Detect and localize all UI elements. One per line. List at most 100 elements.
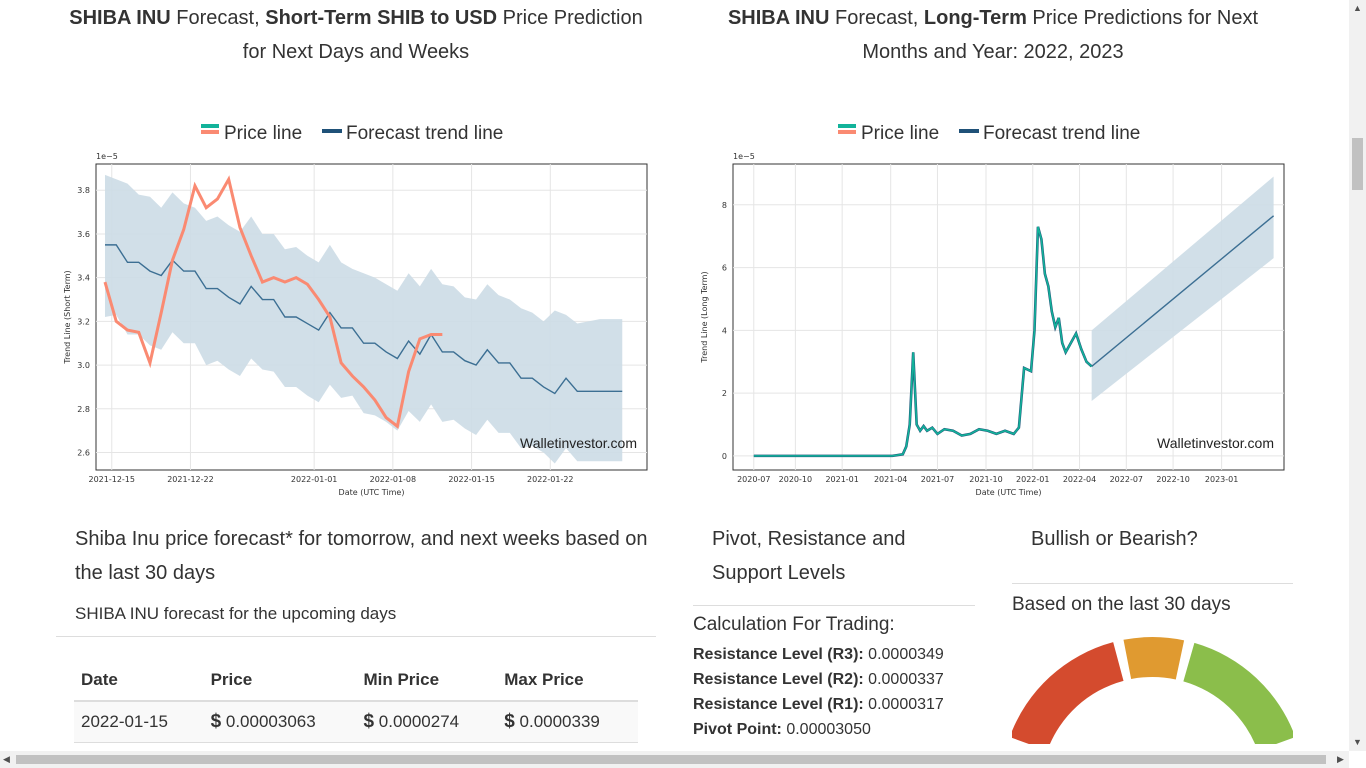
col-max-header: Max Price [497,660,638,702]
bullish-subtitle: Based on the last 30 days [1012,594,1231,615]
x-axis-label: Date (UTC Time) [976,488,1042,497]
divider [693,605,975,606]
short-heading-bold1: SHIBA INU [69,7,171,29]
level-r2: Resistance Level (R2): 0.0000337 [693,667,975,692]
short-heading-text1: Forecast, [170,7,266,29]
row-max: $ 0.0000339 [497,701,638,743]
y-tick-label: 4 [722,326,727,335]
y-axis-label: Trend Line (Long Term) [700,271,709,363]
short-forecast-subtitle: SHIBA INU forecast for the upcoming days [56,590,656,637]
short-term-chart-svg: Price line Forecast trend line 2.6 2.8 3.0 3.… [63,123,648,497]
x-tick-label: 2021-10 [969,475,1002,484]
level-r3-label: Resistance Level (R3): [693,646,864,663]
pivot-point: Pivot Point: 0.00003050 [693,717,975,742]
level-r1-value: 0.0000317 [863,696,944,713]
pivot-section: Pivot, Resistance and Support Levels Cal… [693,522,975,742]
scale-label: 1e−5 [733,152,755,161]
sentiment-gauge [1012,637,1293,744]
table-header-row: Date Price Min Price Max Price [74,660,638,702]
y-tick-label: 8 [722,201,727,210]
short-heading-text2: Price Prediction for Next Days and Weeks [242,7,643,63]
dollar-sign: $ [210,711,222,732]
col-min-header: Min Price [356,660,498,702]
level-r3-value: 0.0000349 [863,646,944,663]
x-tick-label: 2022-04 [1063,475,1096,484]
calc-label: Calculation For Trading: [693,614,895,635]
y-tick-label: 2.6 [77,449,90,458]
legend-swatch-price-top [838,124,856,128]
row-price: $ 0.00003063 [203,701,357,743]
scale-label: 1e−5 [96,152,118,161]
price-line [103,175,443,429]
gauge-bullish-segment [1183,642,1293,744]
level-r3: Resistance Level (R3): 0.0000349 [693,642,975,667]
x-tick-label: 2020-07 [737,475,770,484]
row-min-value: 0.0000274 [378,712,460,731]
legend-trend-label: Forecast trend line [983,123,1140,144]
y-tick-label: 0 [722,452,727,461]
x-tick-label: 2022-01-08 [370,475,417,484]
level-r1: Resistance Level (R1): 0.0000317 [693,692,975,717]
legend-swatch-trend [322,129,342,133]
long-heading-text2: Price Predictions for Next Months and Ye… [862,7,1259,63]
legend-swatch-trend [959,129,979,133]
gauge-bearish-segment [1012,642,1124,744]
pivot-point-label: Pivot Point: [693,721,782,738]
bullish-bearish-section: Bullish or Bearish? Based on the last 30… [1012,522,1293,744]
long-term-chart: Price line Forecast trend line 0 2 4 6 8 2020-0… [693,110,1293,502]
y-axis-label: Trend Line (Short Term) [63,270,72,364]
vertical-scrollbar[interactable]: ▲ ▼ [1349,0,1366,751]
legend-swatch-price-top [201,124,219,128]
y-tick-label: 3.8 [77,186,90,195]
row-date: 2022-01-15 [74,701,204,743]
legend-swatch-price [201,130,219,134]
level-r2-value: 0.0000337 [863,671,944,688]
x-tick-label: 2020-10 [779,475,812,484]
col-date-header: Date [74,660,204,702]
col-price-header: Price [203,660,357,702]
horizontal-scroll-thumb[interactable] [16,755,1326,764]
short-forecast-section: Shiba Inu price forecast* for tomorrow, … [56,522,656,637]
x-tick-label: 2022-01-22 [527,475,574,484]
x-tick-label: 2023-01 [1205,475,1238,484]
row-min: $ 0.0000274 [356,701,498,743]
divider [1012,583,1293,584]
confidence-band [104,174,623,464]
x-tick-label: 2021-12-22 [167,475,214,484]
long-term-heading: SHIBA INU Forecast, Long-Term Price Pred… [693,1,1293,69]
watermark: Walletinvestor.com [1157,435,1274,451]
forecast-trend-line [1091,215,1275,367]
x-tick-label: 2022-01-01 [291,475,338,484]
gauge-neutral-segment [1123,637,1185,680]
y-tick-label: 3.2 [77,317,90,326]
y-tick-label: 6 [722,264,727,273]
y-tick-label: 3.6 [77,230,90,239]
short-forecast-title: Shiba Inu price forecast* for tomorrow, … [75,528,648,584]
pivot-point-value: 0.00003050 [781,721,871,738]
x-tick-label: 2021-07 [921,475,954,484]
short-heading-bold2: Short-Term SHIB to USD [265,7,498,29]
x-tick-label: 2022-01-15 [448,475,495,484]
legend-swatch-price [838,130,856,134]
y-tick-label: 2.8 [77,405,90,414]
short-term-heading: SHIBA INU Forecast, Short-Term SHIB to U… [56,1,656,69]
scroll-down-icon[interactable]: ▼ [1353,737,1362,747]
horizontal-scrollbar[interactable]: ◀ ▶ [0,751,1349,768]
table-row: 2022-01-15 $ 0.00003063 $ 0.0000274 $ 0.… [74,701,638,743]
long-heading-text1: Forecast, [829,7,924,29]
x-tick-label: 2022-10 [1156,475,1189,484]
watermark: Walletinvestor.com [520,435,637,451]
scroll-left-icon[interactable]: ◀ [3,754,10,764]
forecast-trend-line [104,244,623,395]
row-max-value: 0.0000339 [519,712,600,731]
scroll-right-icon[interactable]: ▶ [1337,754,1344,764]
forecast-table: Date Price Min Price Max Price 2022-01-1… [74,660,638,743]
scroll-up-icon[interactable]: ▲ [1353,3,1362,13]
x-tick-label: 2021-04 [874,475,907,484]
levels-list: Resistance Level (R3): 0.0000349 Resista… [693,642,975,742]
pivot-title: Pivot, Resistance and Support Levels [712,528,906,584]
y-tick-label: 3.4 [77,274,90,283]
plot-frame [732,163,1285,471]
x-axis-label: Date (UTC Time) [339,488,405,497]
vertical-scroll-thumb[interactable] [1352,138,1363,190]
